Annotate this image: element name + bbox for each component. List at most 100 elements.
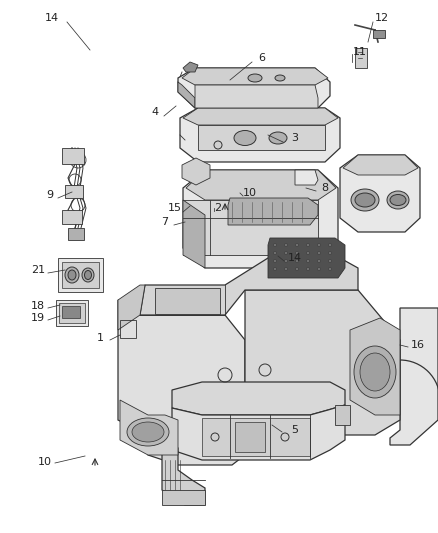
Circle shape xyxy=(328,244,332,246)
Ellipse shape xyxy=(390,195,406,206)
Ellipse shape xyxy=(127,418,169,446)
Polygon shape xyxy=(183,108,338,125)
Text: 1: 1 xyxy=(96,333,103,343)
Text: 5: 5 xyxy=(292,425,299,435)
Bar xyxy=(62,262,99,288)
Circle shape xyxy=(273,244,276,246)
Circle shape xyxy=(318,268,321,271)
Text: 18: 18 xyxy=(31,301,45,311)
Bar xyxy=(202,418,310,456)
Bar xyxy=(335,405,350,425)
Text: 14: 14 xyxy=(288,253,302,263)
Polygon shape xyxy=(162,440,205,505)
Polygon shape xyxy=(178,82,195,108)
Polygon shape xyxy=(172,405,345,460)
Polygon shape xyxy=(228,198,318,225)
Bar xyxy=(58,258,103,292)
Polygon shape xyxy=(182,68,328,85)
Text: 14: 14 xyxy=(45,13,59,23)
Circle shape xyxy=(285,260,287,262)
Circle shape xyxy=(285,244,287,246)
Polygon shape xyxy=(118,300,245,465)
Circle shape xyxy=(214,141,222,149)
Circle shape xyxy=(328,268,332,271)
Polygon shape xyxy=(172,382,345,415)
Text: 8: 8 xyxy=(321,183,328,193)
Polygon shape xyxy=(340,155,420,232)
Bar xyxy=(235,422,265,452)
Circle shape xyxy=(273,268,276,271)
Circle shape xyxy=(296,244,299,246)
Text: 10: 10 xyxy=(243,188,257,198)
Text: 4: 4 xyxy=(152,107,159,117)
Text: 6: 6 xyxy=(258,53,265,63)
Polygon shape xyxy=(178,68,330,108)
Bar xyxy=(62,210,82,224)
Polygon shape xyxy=(343,155,418,175)
Circle shape xyxy=(318,244,321,246)
Bar xyxy=(56,300,88,326)
Ellipse shape xyxy=(234,131,256,146)
Circle shape xyxy=(307,268,310,271)
Ellipse shape xyxy=(248,74,262,82)
Ellipse shape xyxy=(351,189,379,211)
Circle shape xyxy=(296,252,299,254)
Ellipse shape xyxy=(355,193,375,207)
Ellipse shape xyxy=(354,346,396,398)
Polygon shape xyxy=(183,170,338,268)
Polygon shape xyxy=(140,258,358,315)
Circle shape xyxy=(318,252,321,254)
Circle shape xyxy=(318,260,321,262)
Ellipse shape xyxy=(132,422,164,442)
Ellipse shape xyxy=(82,268,94,282)
Circle shape xyxy=(307,260,310,262)
Ellipse shape xyxy=(275,75,285,81)
Circle shape xyxy=(285,252,287,254)
Ellipse shape xyxy=(387,191,409,209)
Polygon shape xyxy=(350,318,400,415)
Circle shape xyxy=(273,252,276,254)
Text: 16: 16 xyxy=(411,340,425,350)
Polygon shape xyxy=(180,108,340,162)
Polygon shape xyxy=(183,200,205,268)
Text: 11: 11 xyxy=(353,47,367,57)
Text: 19: 19 xyxy=(31,313,45,323)
Circle shape xyxy=(296,268,299,271)
Bar xyxy=(355,48,367,68)
Circle shape xyxy=(307,244,310,246)
Bar xyxy=(68,228,84,240)
Text: 21: 21 xyxy=(31,265,45,275)
Polygon shape xyxy=(268,238,345,278)
Polygon shape xyxy=(198,125,325,150)
Text: 7: 7 xyxy=(162,217,169,227)
Text: 10: 10 xyxy=(38,457,52,467)
Text: 15: 15 xyxy=(168,203,182,213)
Ellipse shape xyxy=(269,132,287,144)
Circle shape xyxy=(296,260,299,262)
Bar xyxy=(59,303,85,323)
Polygon shape xyxy=(183,200,318,255)
Circle shape xyxy=(273,260,276,262)
Polygon shape xyxy=(118,285,145,330)
Text: 3: 3 xyxy=(292,133,299,143)
Bar xyxy=(373,30,385,38)
Ellipse shape xyxy=(85,271,92,279)
Bar xyxy=(155,288,220,314)
Polygon shape xyxy=(390,308,438,445)
Polygon shape xyxy=(186,170,336,200)
Text: 12: 12 xyxy=(375,13,389,23)
Bar xyxy=(120,320,136,338)
Bar xyxy=(62,148,84,164)
Circle shape xyxy=(328,260,332,262)
Polygon shape xyxy=(183,62,198,72)
Polygon shape xyxy=(182,158,210,185)
Polygon shape xyxy=(295,170,318,185)
Polygon shape xyxy=(245,290,400,435)
Ellipse shape xyxy=(65,267,79,283)
Ellipse shape xyxy=(68,270,76,280)
Circle shape xyxy=(307,252,310,254)
Text: 2: 2 xyxy=(215,203,222,213)
Text: 9: 9 xyxy=(46,190,53,200)
Bar xyxy=(162,490,205,505)
Circle shape xyxy=(285,268,287,271)
